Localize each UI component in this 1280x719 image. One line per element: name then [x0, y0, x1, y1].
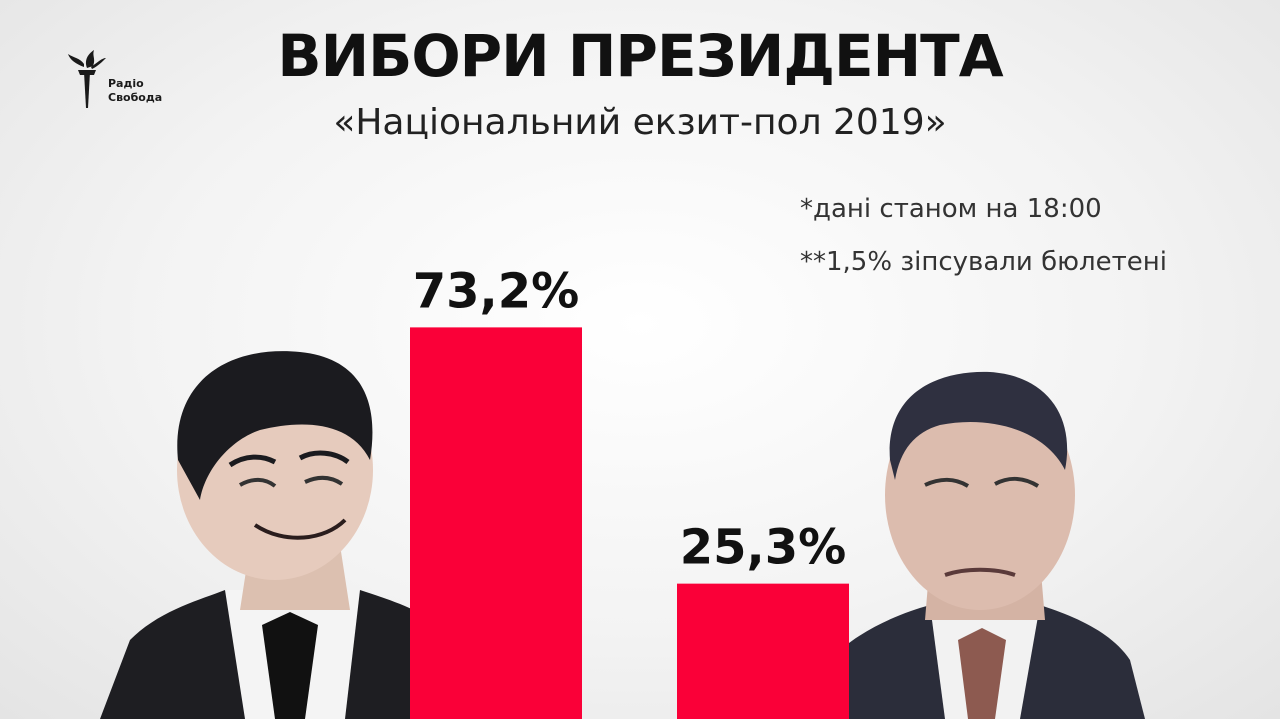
page-subtitle: «Національний екзит-пол 2019» — [333, 102, 947, 143]
radio-svoboda-logo: Радіо Свобода — [64, 50, 174, 114]
footnote-time: *дані станом на 18:00 — [800, 194, 1102, 224]
bar-value-label-1: 25,3% — [680, 520, 847, 576]
torch-icon — [68, 50, 106, 108]
page-title: ВИБОРИ ПРЕЗИДЕНТА — [277, 22, 1003, 90]
right-candidate-portrait — [820, 371, 1145, 719]
logo-line-2: Свобода — [108, 91, 163, 104]
left-candidate-portrait — [100, 351, 480, 719]
logo-line-1: Радіо — [108, 77, 144, 90]
footnote-spoiled-ballots: **1,5% зіпсували бюлетені — [800, 247, 1167, 277]
bar-0 — [410, 327, 582, 719]
bar-value-label-0: 73,2% — [413, 263, 580, 319]
bar-1 — [677, 583, 849, 719]
